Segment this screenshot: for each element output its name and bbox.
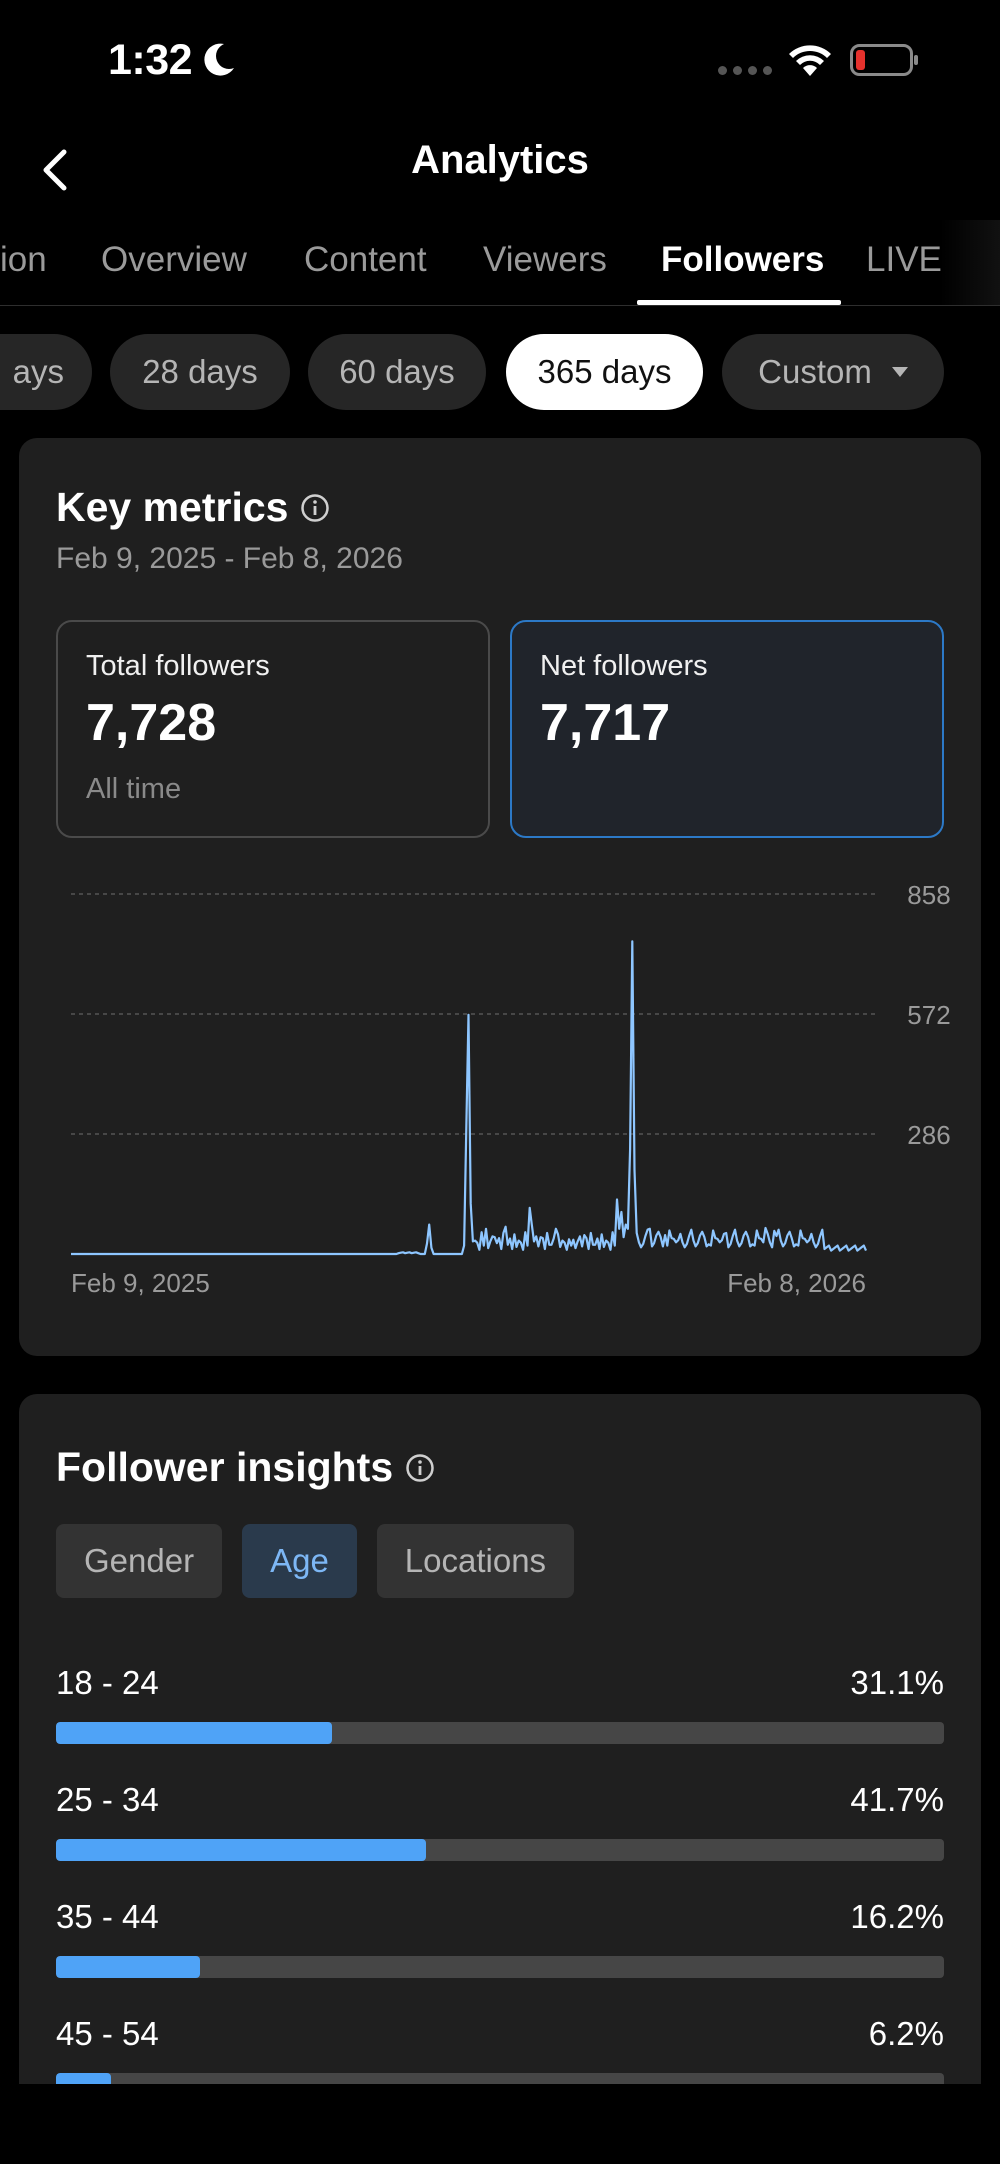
chip-label: 28 days — [142, 353, 258, 390]
moon-icon — [204, 43, 234, 76]
y-tick-label: 572 — [907, 1000, 950, 1030]
date-range-label: Feb 9, 2025 - Feb 8, 2026 — [56, 542, 403, 575]
x-axis-start-label: Feb 9, 2025 — [71, 1268, 210, 1298]
range-60-days-chip[interactable]: 60 days — [308, 334, 486, 410]
age-row-header: 25 - 34 41.7% — [56, 1781, 944, 1819]
x-axis-end-label: Feb 8, 2026 — [727, 1268, 866, 1298]
total-followers-period: All time — [86, 773, 182, 805]
age-row-header: 35 - 44 16.2% — [56, 1898, 944, 1936]
locations-tab[interactable]: Locations — [376, 1524, 575, 1598]
insight-type-tabs: Gender Age Locations — [56, 1524, 575, 1598]
chip-label: ays — [12, 353, 64, 390]
wifi-icon — [789, 45, 831, 76]
back-button[interactable] — [30, 140, 80, 200]
age-range-label: 25 - 34 — [56, 1781, 159, 1818]
net-followers-chart: 286 572 858 Feb 9, 2025 Feb 8, 2026 — [71, 880, 951, 1298]
info-icon[interactable] — [300, 493, 330, 523]
status-time: 1:32 — [108, 36, 193, 84]
caret-down-icon — [891, 367, 908, 377]
navigation-bar: Analytics — [0, 120, 1000, 220]
chip-label: 60 days — [339, 353, 455, 390]
active-tab-indicator — [637, 300, 841, 305]
tab-overview[interactable]: Overview — [101, 240, 247, 279]
tabs-fade — [940, 220, 1000, 305]
tab-followers[interactable]: Followers — [661, 240, 825, 279]
page-title: Analytics — [411, 138, 589, 182]
total-followers-label: Total followers — [86, 650, 270, 682]
info-icon[interactable] — [405, 1453, 435, 1483]
key-metrics-card: Key metrics Feb 9, 2025 - Feb 8, 2026 To… — [19, 438, 981, 1356]
bottom-overlay — [0, 2084, 1000, 2164]
age-row: 45 - 54 6.2% — [56, 2015, 944, 2095]
age-range-label: 35 - 44 — [56, 1898, 159, 1935]
age-bar-fill — [56, 1722, 333, 1744]
net-followers-label: Net followers — [540, 650, 708, 682]
y-tick-label: 858 — [907, 880, 950, 910]
age-range-label: 45 - 54 — [56, 2015, 159, 2052]
key-metrics-title: Key metrics — [56, 484, 289, 530]
followers-series-line — [71, 940, 868, 1256]
range-custom-chip[interactable]: Custom — [722, 334, 944, 410]
age-bar-track — [56, 1956, 944, 1978]
chip-label: Custom — [758, 353, 872, 390]
age-row: 35 - 44 16.2% — [56, 1898, 944, 1978]
total-followers-value: 7,728 — [86, 694, 217, 752]
follower-insights-card: Follower insights Gender Age Locations 1… — [19, 1394, 981, 2164]
total-followers-tile[interactable]: Total followers 7,728 All time — [56, 620, 490, 838]
chip-label: 365 days — [537, 353, 672, 390]
age-bar-track — [56, 1839, 944, 1861]
cellular-signal-icon — [718, 66, 772, 75]
chevron-left-icon — [43, 149, 67, 191]
follower-insights-heading: Follower insights — [56, 1444, 435, 1491]
y-tick-label: 286 — [907, 1120, 950, 1150]
age-percentage: 41.7% — [850, 1781, 944, 1818]
tab-content[interactable]: Content — [304, 240, 427, 279]
age-row: 18 - 24 31.1% — [56, 1664, 944, 1744]
date-range-selector: ays 28 days 60 days 365 days Custom — [0, 334, 1000, 410]
tab-inspiration[interactable]: ion — [0, 240, 47, 279]
net-followers-tile[interactable]: Net followers 7,717 — [510, 620, 944, 838]
follower-insights-title: Follower insights — [56, 1444, 394, 1490]
age-row-header: 45 - 54 6.2% — [56, 2015, 944, 2053]
battery-icon — [850, 44, 918, 76]
range-28-days-chip[interactable]: 28 days — [110, 334, 290, 410]
age-percentage: 31.1% — [850, 1664, 944, 1701]
age-percentage: 16.2% — [850, 1898, 944, 1935]
analytics-tabs: ion Overview Content Viewers Followers L… — [0, 220, 1000, 306]
age-bar-fill — [56, 1956, 200, 1978]
range-365-days-chip[interactable]: 365 days — [506, 334, 703, 410]
age-bar-fill — [56, 1839, 427, 1861]
range-7-days-chip[interactable]: ays — [0, 334, 92, 410]
age-bar-track — [56, 1722, 944, 1744]
tab-live[interactable]: LIVE — [866, 240, 942, 279]
key-metrics-heading: Key metrics — [56, 484, 330, 531]
tab-viewers[interactable]: Viewers — [483, 240, 607, 279]
age-row-header: 18 - 24 31.1% — [56, 1664, 944, 1702]
age-row: 25 - 34 41.7% — [56, 1781, 944, 1861]
status-bar: 1:32 — [0, 0, 1000, 120]
gender-tab[interactable]: Gender — [56, 1524, 223, 1598]
net-followers-value: 7,717 — [540, 694, 671, 752]
age-range-label: 18 - 24 — [56, 1664, 159, 1701]
age-tab[interactable]: Age — [242, 1524, 357, 1598]
age-percentage: 6.2% — [868, 2015, 944, 2052]
